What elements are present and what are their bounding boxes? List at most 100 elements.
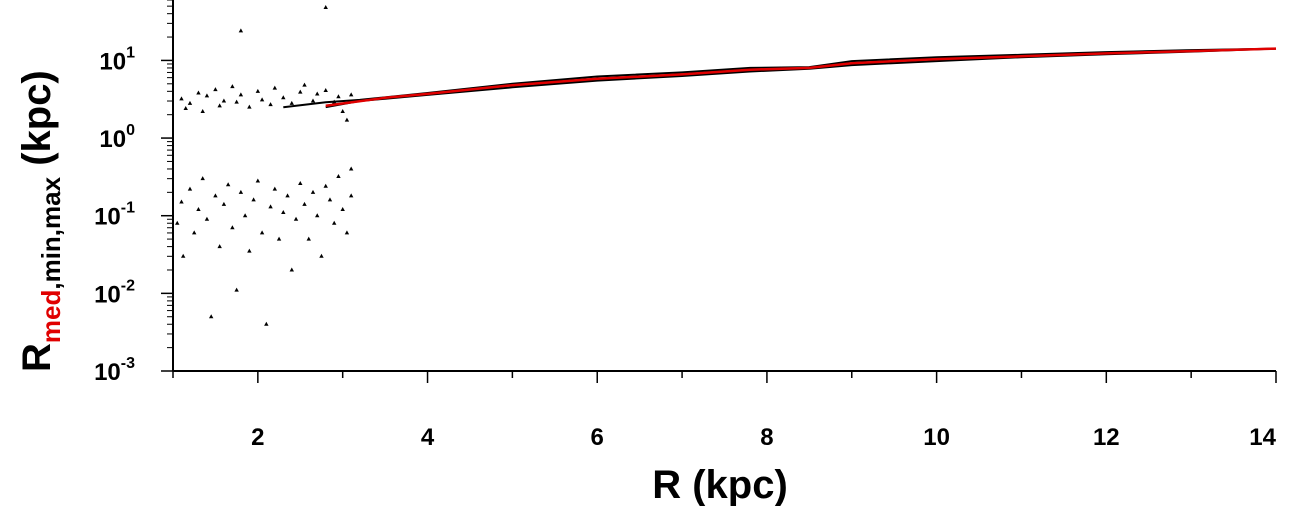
scatter-point [242,213,248,218]
scatter-point [348,92,354,97]
scatter-point [348,193,354,198]
scatter-point [310,98,316,103]
scatter-point [251,197,256,202]
scatter-point [298,180,303,185]
plot-marks [175,5,1277,326]
y-tick-base: 10 [99,126,126,153]
scatter-point [180,253,186,258]
scatter-point [323,5,328,10]
y-axis-title: Rmed,min,max (kpc) [15,70,66,372]
scatter-point [276,236,282,241]
x-tick-label: 10 [923,424,950,451]
scatter-point [192,230,197,235]
scatter-point [268,204,273,209]
scatter-point [310,189,316,194]
scatter-point [204,93,210,98]
y-axis-title-unit: (kpc) [15,70,59,177]
scatter-point [208,314,214,319]
x-tick-label: 4 [421,424,435,451]
y-tick-label: 100 [99,122,135,153]
scatter-point [217,103,222,108]
scatter-point [348,166,354,171]
scatter-point [238,189,244,194]
scatter-point [336,173,341,178]
scatter-point [289,100,294,105]
median-line [325,47,1277,108]
scatter-point [289,267,294,272]
scatter-point [298,89,303,94]
scatter-point [217,244,222,249]
scatter-point [230,225,235,230]
scatter-point [302,82,307,87]
scatter-point [234,99,239,104]
scatter-point [200,108,205,113]
scatter-point [221,98,227,103]
axes [161,0,1277,383]
scatter-point [213,193,218,198]
scatter-point [340,108,345,113]
scatter-point [179,96,184,101]
max-line [283,47,1277,109]
x-tick-label: 2 [251,424,264,451]
scatter-point [315,91,320,96]
scatter-point [327,197,333,202]
scatter-point [204,216,210,221]
scatter-point [255,178,261,183]
scatter-point [221,201,227,206]
scatter-point [234,287,239,292]
y-tick-base: 10 [99,48,126,75]
x-tick-label: 12 [1093,424,1120,451]
scatter-point [247,248,252,253]
scatter-point [323,87,328,92]
y-tick-exponent: -2 [121,277,135,294]
scatter-point [187,186,193,191]
y-tick-label: 10-3 [94,355,135,386]
scatter-point [336,94,341,99]
y-tick-base: 10 [94,204,121,231]
scatter-point [183,106,188,111]
scatter-point [285,193,290,198]
scatter-point [225,182,231,187]
y-tick-exponent: -3 [121,355,135,372]
scatter-point [268,102,273,107]
y-axis-title-sub-red: med [36,290,66,343]
scatter-point [323,183,328,188]
scatter-point [187,100,193,105]
scatter-point [213,87,218,92]
x-tick-label: 6 [591,424,604,451]
scatter-point [200,176,205,181]
scatter-point [230,84,235,89]
scatter-point [272,186,278,191]
min-line [325,47,1277,109]
scatter-point [179,199,184,204]
scatter-point [319,253,324,258]
scatter-point [344,230,350,235]
scatter-point [281,209,286,214]
x-axis-title: R (kpc) [652,463,788,506]
y-tick-label: 101 [99,44,135,75]
y-axis-title-sub-black: ,min,max [36,176,66,289]
y-tick-label: 10-1 [94,200,135,231]
scatter-point [259,230,265,235]
y-axis-title-base: R [15,343,59,372]
scatter-point [238,28,244,33]
scatter-point [344,117,350,122]
x-tick-label: 14 [1249,424,1276,451]
svg-text:Rmed,min,max (kpc): Rmed,min,max (kpc) [15,70,66,372]
scatter-point [247,104,252,109]
scatter-point [255,88,261,93]
scatter-point [264,321,269,326]
scatter-point [302,201,307,206]
scatter-point [196,90,201,95]
scatter-point [315,213,320,218]
y-tick-label: 10-2 [94,277,135,308]
y-tick-exponent: -1 [121,200,135,217]
y-tick-base: 10 [94,359,121,386]
scatter-point [306,236,311,241]
scatter-point [272,85,278,90]
scatter-point [259,97,265,102]
scatter-point [332,220,337,225]
scatter-point [238,92,244,97]
